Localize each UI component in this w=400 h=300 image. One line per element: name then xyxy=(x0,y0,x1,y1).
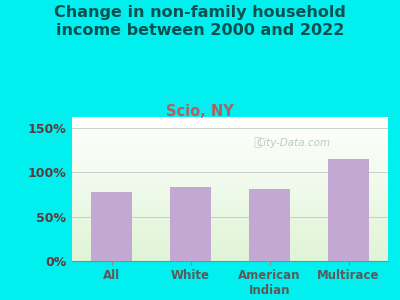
Text: Scio, NY: Scio, NY xyxy=(166,103,234,118)
Text: Change in non-family household
income between 2000 and 2022: Change in non-family household income be… xyxy=(54,4,346,38)
Bar xyxy=(249,189,290,261)
Bar xyxy=(328,159,369,261)
Text: ⓘ: ⓘ xyxy=(253,136,261,149)
Text: City-Data.com: City-Data.com xyxy=(256,138,330,148)
Bar xyxy=(170,187,211,261)
Bar xyxy=(91,192,132,261)
